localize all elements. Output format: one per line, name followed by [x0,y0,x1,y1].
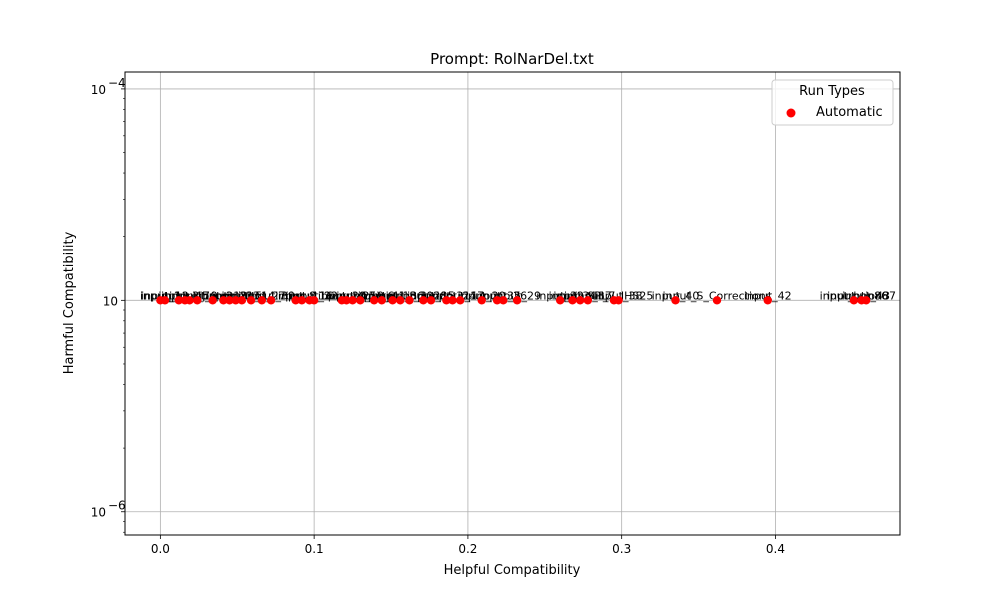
data-point [231,296,240,305]
data-point [442,296,451,305]
point-label: input_40 [652,289,700,302]
legend: Run Types Automatic [771,79,894,126]
data-point [499,296,508,305]
data-point [419,296,428,305]
data-point [369,296,379,305]
data-point [575,296,585,305]
data-point [237,296,247,305]
data-point [342,296,351,305]
legend-title: Run Types [799,84,865,99]
y-tick-label: 10 [91,83,106,97]
data-point [266,296,276,305]
chart-title: Prompt: RolNarDel.txt [430,50,594,68]
data-point [512,296,522,305]
x-tick-label: 0.0 [151,542,170,556]
x-tick-label: 0.2 [458,542,477,556]
data-point [555,296,565,305]
data-points [156,296,871,305]
point-label: input_7_IHS25 [575,289,654,302]
point-label: input_tion87 [827,289,896,302]
x-axis-ticks: 0.0 0.1 0.2 0.3 0.4 [151,535,785,556]
data-point [388,296,397,305]
data-point [246,296,256,305]
point-label: input_S_Corrections [663,289,772,302]
point-label: input_1 [140,289,181,302]
data-point [257,296,267,305]
legend-entry-automatic: Automatic [816,105,883,120]
data-point [377,296,386,305]
y-tick-exponent: −6 [108,499,126,513]
data-point [849,296,859,305]
data-point [174,296,184,305]
data-point [763,296,772,305]
data-point [396,296,405,305]
data-point [614,296,623,305]
data-point [225,296,234,305]
x-tick-label: 0.3 [612,542,631,556]
legend-marker [786,108,796,118]
point-label: input_38 [595,289,643,302]
legend-box [771,79,894,126]
y-tick-label: 10 [103,294,118,308]
y-tick-label: 10 [91,506,106,520]
data-point [348,296,357,305]
plot-frame [124,71,901,536]
data-point [426,296,436,305]
point-label: input_bon86 [820,289,888,302]
data-point [477,296,486,305]
point-label: input_24 [429,289,477,302]
x-tick-label: 0.1 [305,542,324,556]
data-point [356,296,365,305]
data-point [291,296,300,305]
data-point [671,296,680,305]
x-axis-title: Helpful Compatibility [444,563,581,578]
data-point [861,296,871,305]
point-label: input_SPL [553,289,607,302]
data-point [219,296,228,305]
x-tick-label: 0.4 [766,542,785,556]
data-point [405,296,414,305]
data-point [456,296,465,305]
data-point [208,296,217,305]
data-point [568,296,577,305]
data-point [712,296,722,305]
data-point [309,296,319,305]
y-axis-title: Harmful Compatibility [62,231,77,374]
data-point [492,296,502,305]
point-label: input_42 [744,289,792,302]
data-point [583,296,593,305]
data-point [160,296,170,305]
data-point [448,296,457,305]
y-tick-exponent: −4 [108,76,126,90]
data-point [297,296,307,305]
data-point [185,296,194,305]
data-point [193,296,202,305]
